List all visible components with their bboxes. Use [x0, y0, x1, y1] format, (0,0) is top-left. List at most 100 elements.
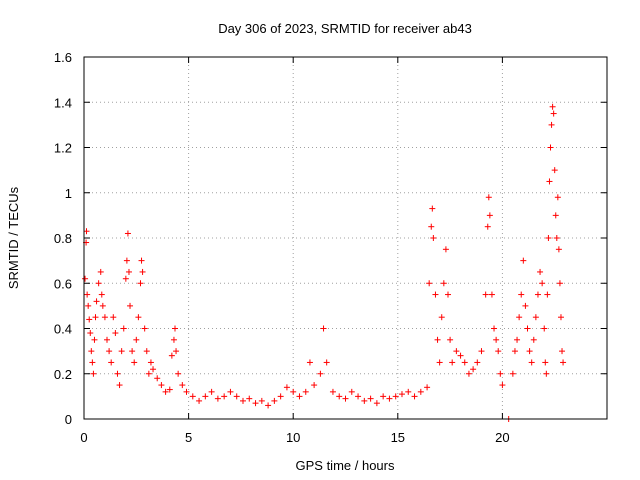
x-tick-label: 10 — [286, 430, 300, 445]
data-point — [430, 235, 437, 241]
data-point — [233, 393, 240, 400]
data-point — [560, 359, 567, 366]
data-point — [367, 395, 374, 402]
data-point — [162, 388, 169, 395]
data-point — [208, 388, 215, 395]
data-point — [311, 382, 318, 389]
data-point — [373, 400, 380, 407]
data-point — [179, 382, 186, 389]
data-point — [214, 395, 221, 402]
data-point — [118, 348, 125, 355]
y-tick-label: 1.2 — [54, 141, 72, 156]
data-point — [87, 330, 94, 337]
data-point — [97, 268, 104, 275]
data-point — [557, 314, 564, 321]
data-point — [89, 359, 96, 366]
data-point — [290, 388, 297, 395]
data-point — [499, 382, 506, 389]
data-point — [511, 348, 518, 355]
data-point — [202, 393, 209, 400]
x-axis-label: GPS time / hours — [296, 458, 395, 473]
data-point — [392, 393, 399, 400]
data-point — [131, 359, 138, 366]
data-point — [518, 291, 525, 298]
data-point — [143, 348, 150, 355]
data-point — [108, 359, 115, 366]
data-point — [145, 370, 152, 377]
y-tick-label: 0 — [65, 412, 72, 427]
data-point — [133, 336, 140, 343]
data-point — [491, 325, 498, 332]
data-point — [95, 280, 102, 287]
data-point — [428, 223, 435, 230]
data-point — [552, 212, 559, 219]
data-point — [139, 268, 146, 275]
data-point — [559, 348, 566, 355]
data-point — [495, 348, 502, 355]
data-point — [277, 393, 284, 400]
data-point — [380, 393, 387, 400]
data-point — [453, 348, 460, 355]
data-point — [271, 397, 278, 404]
data-point — [91, 336, 98, 343]
data-point — [170, 336, 177, 343]
data-point — [265, 402, 272, 409]
data-point — [411, 393, 418, 400]
data-point — [137, 280, 144, 287]
data-point — [539, 280, 546, 287]
y-axis-label: SRMTID / TECUs — [6, 186, 21, 289]
data-point — [484, 223, 491, 230]
data-point — [252, 400, 259, 407]
data-point — [323, 359, 330, 366]
data-point — [296, 393, 303, 400]
data-point — [530, 336, 537, 343]
data-point — [158, 382, 165, 389]
data-point — [150, 366, 157, 373]
data-point — [189, 393, 196, 400]
data-point — [306, 359, 313, 366]
data-point — [436, 359, 443, 366]
data-point — [85, 302, 92, 309]
data-point — [545, 235, 552, 241]
data-point — [106, 348, 113, 355]
y-tick-label: 0.2 — [54, 367, 72, 382]
x-tick-label: 20 — [495, 430, 509, 445]
data-point — [120, 325, 127, 332]
data-point — [361, 397, 368, 404]
data-point — [92, 314, 99, 321]
data-point — [442, 246, 449, 253]
data-point — [348, 388, 355, 395]
data-point — [88, 348, 95, 355]
data-point — [550, 110, 557, 117]
data-point — [127, 302, 134, 309]
data-point — [320, 325, 327, 332]
chart-title: Day 306 of 2023, SRMTID for receiver ab4… — [218, 21, 472, 36]
grid — [84, 57, 607, 419]
data-point — [138, 257, 145, 264]
data-point — [90, 370, 97, 377]
data-point — [183, 388, 190, 395]
data-point — [478, 348, 485, 355]
data-point — [83, 228, 90, 235]
data-point — [488, 291, 495, 298]
data-point — [497, 370, 504, 377]
data-point — [147, 359, 154, 366]
data-point — [82, 275, 89, 282]
data-point — [447, 336, 454, 343]
data-point — [124, 230, 131, 237]
data-point — [470, 366, 477, 373]
data-point — [551, 167, 558, 174]
data-point — [283, 384, 290, 391]
data-point — [542, 359, 549, 366]
data-point — [112, 330, 119, 337]
data-point — [548, 121, 555, 128]
data-point — [544, 291, 551, 298]
data-point — [532, 314, 539, 321]
data-point — [98, 291, 105, 298]
data-point — [86, 316, 93, 323]
data-point — [116, 382, 123, 389]
data-point — [173, 348, 180, 355]
data-point — [129, 348, 136, 355]
